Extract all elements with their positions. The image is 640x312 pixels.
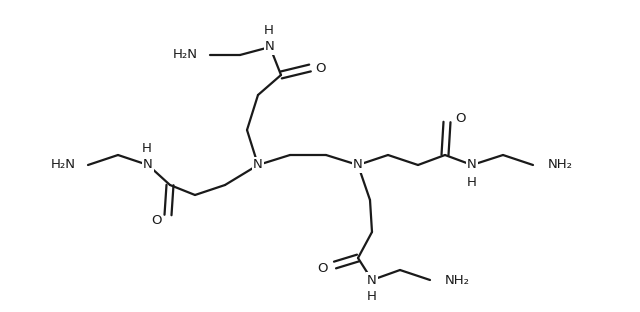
Text: H: H [264,23,274,37]
Text: H: H [467,175,477,188]
Text: N: N [467,158,477,172]
Text: H₂N: H₂N [51,158,76,172]
Text: H: H [142,142,152,154]
Text: N: N [253,158,263,172]
Text: O: O [317,261,328,275]
Text: NH₂: NH₂ [445,274,470,286]
Text: N: N [143,158,153,172]
Text: O: O [151,213,161,227]
Text: NH₂: NH₂ [548,158,573,172]
Text: O: O [455,113,465,125]
Text: N: N [265,41,275,53]
Text: O: O [316,61,326,75]
Text: N: N [367,274,377,286]
Text: N: N [353,158,363,172]
Text: H: H [367,290,377,304]
Text: H₂N: H₂N [173,48,198,61]
